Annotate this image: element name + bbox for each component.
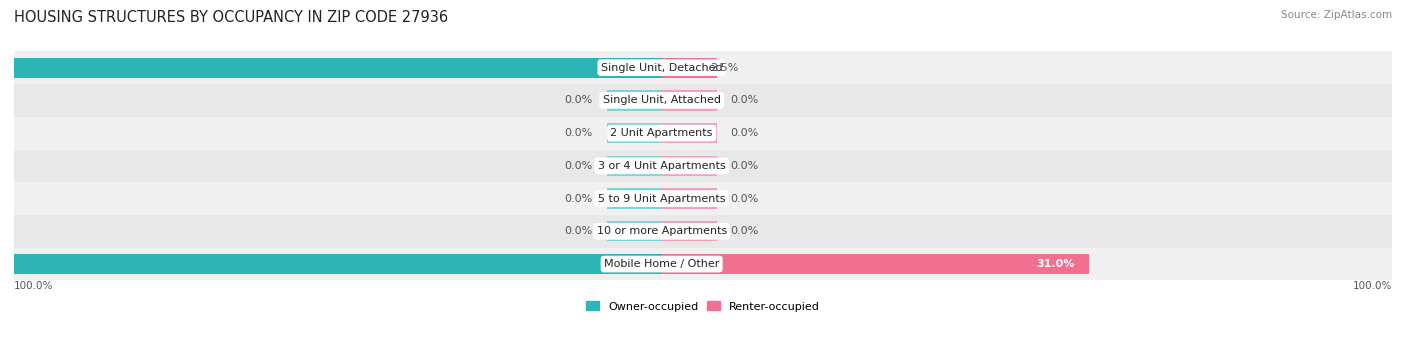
Text: 31.0%: 31.0% <box>1036 259 1076 269</box>
Bar <box>14 149 1392 182</box>
Bar <box>0 57 662 78</box>
Text: 0.0%: 0.0% <box>565 95 593 105</box>
Bar <box>14 215 1392 248</box>
Bar <box>662 90 717 110</box>
Text: 0.0%: 0.0% <box>565 226 593 236</box>
Bar <box>606 188 662 209</box>
Bar <box>0 254 662 274</box>
Bar <box>662 221 717 241</box>
Text: 100.0%: 100.0% <box>14 281 53 291</box>
Text: 100.0%: 100.0% <box>1353 281 1392 291</box>
Text: Source: ZipAtlas.com: Source: ZipAtlas.com <box>1281 10 1392 20</box>
Bar <box>662 123 717 143</box>
Bar <box>662 254 1088 274</box>
Bar <box>606 90 662 110</box>
Bar <box>14 182 1392 215</box>
Legend: Owner-occupied, Renter-occupied: Owner-occupied, Renter-occupied <box>581 297 825 316</box>
Bar <box>14 248 1392 280</box>
Text: Single Unit, Attached: Single Unit, Attached <box>603 95 721 105</box>
Text: 0.0%: 0.0% <box>731 95 759 105</box>
Bar <box>606 156 662 176</box>
Text: 0.0%: 0.0% <box>565 161 593 171</box>
Bar <box>662 57 717 78</box>
Bar <box>606 123 662 143</box>
Text: HOUSING STRUCTURES BY OCCUPANCY IN ZIP CODE 27936: HOUSING STRUCTURES BY OCCUPANCY IN ZIP C… <box>14 10 449 25</box>
Bar <box>14 51 1392 84</box>
Text: 0.0%: 0.0% <box>731 194 759 203</box>
Text: 0.0%: 0.0% <box>731 128 759 138</box>
Text: 0.0%: 0.0% <box>565 128 593 138</box>
Text: 3 or 4 Unit Apartments: 3 or 4 Unit Apartments <box>598 161 725 171</box>
Text: 0.0%: 0.0% <box>731 161 759 171</box>
Text: 2 Unit Apartments: 2 Unit Apartments <box>610 128 713 138</box>
Bar <box>606 221 662 241</box>
Text: 10 or more Apartments: 10 or more Apartments <box>596 226 727 236</box>
Text: 0.0%: 0.0% <box>565 194 593 203</box>
Text: 0.0%: 0.0% <box>731 226 759 236</box>
Bar <box>662 156 717 176</box>
Bar <box>14 84 1392 117</box>
Text: Single Unit, Detached: Single Unit, Detached <box>600 63 723 73</box>
Bar <box>14 117 1392 149</box>
Bar <box>662 188 717 209</box>
Text: Mobile Home / Other: Mobile Home / Other <box>605 259 720 269</box>
Text: 5 to 9 Unit Apartments: 5 to 9 Unit Apartments <box>598 194 725 203</box>
Text: 2.5%: 2.5% <box>710 63 738 73</box>
